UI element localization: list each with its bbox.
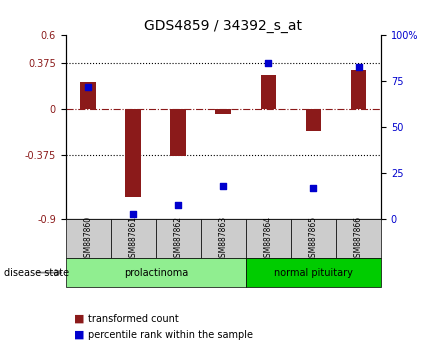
FancyBboxPatch shape [336,219,381,258]
Bar [306,109,321,131]
FancyBboxPatch shape [66,219,111,258]
FancyBboxPatch shape [291,219,336,258]
Point [220,183,227,189]
Text: GSM887866: GSM887866 [354,216,363,262]
Point [175,202,182,207]
Point [265,60,272,66]
Bar [215,109,231,114]
Text: GSM887863: GSM887863 [219,216,228,262]
Point [85,84,92,90]
Point [130,211,137,217]
Text: prolactinoma: prolactinoma [124,268,188,278]
Text: GSM887864: GSM887864 [264,216,273,262]
Text: ■: ■ [74,330,85,339]
FancyBboxPatch shape [246,258,381,287]
Text: GSM887860: GSM887860 [84,216,93,262]
Bar [351,70,367,109]
Point [310,185,317,191]
Text: percentile rank within the sample: percentile rank within the sample [88,330,253,339]
Text: GSM887865: GSM887865 [309,216,318,262]
Text: GSM887862: GSM887862 [174,216,183,262]
FancyBboxPatch shape [246,219,291,258]
Text: normal pituitary: normal pituitary [274,268,353,278]
Bar [125,109,141,198]
Text: GSM887861: GSM887861 [129,216,138,262]
Bar [261,75,276,109]
FancyBboxPatch shape [66,258,246,287]
Bar [170,109,186,156]
FancyBboxPatch shape [111,219,156,258]
FancyBboxPatch shape [201,219,246,258]
Point [355,64,362,69]
Text: disease state: disease state [4,268,70,278]
Title: GDS4859 / 34392_s_at: GDS4859 / 34392_s_at [145,19,302,33]
Text: ■: ■ [74,314,85,324]
FancyBboxPatch shape [156,219,201,258]
Bar [80,82,96,109]
Text: transformed count: transformed count [88,314,178,324]
